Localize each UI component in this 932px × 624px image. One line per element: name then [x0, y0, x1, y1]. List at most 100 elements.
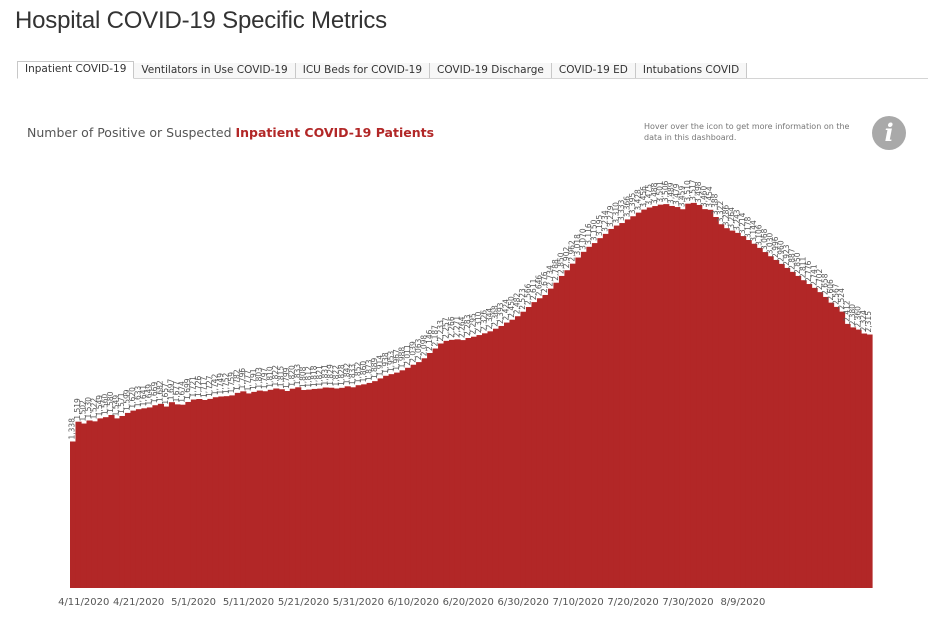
bar[interactable]	[174, 404, 181, 588]
bar[interactable]	[635, 212, 642, 588]
bar[interactable]	[789, 271, 796, 588]
bar[interactable]	[465, 338, 472, 588]
bar[interactable]	[223, 396, 230, 588]
bar[interactable]	[361, 384, 368, 588]
bar[interactable]	[481, 333, 489, 588]
bar[interactable]	[701, 209, 708, 588]
bar[interactable]	[212, 397, 219, 588]
bar[interactable]	[866, 334, 873, 588]
bar[interactable]	[778, 263, 785, 588]
bar[interactable]	[657, 204, 664, 588]
bar[interactable]	[784, 267, 791, 588]
bar[interactable]	[498, 325, 505, 588]
bar[interactable]	[619, 223, 626, 589]
bar[interactable]	[102, 417, 110, 588]
bar[interactable]	[718, 224, 725, 589]
bar[interactable]	[536, 298, 544, 588]
bar[interactable]	[157, 403, 164, 588]
bar[interactable]	[734, 232, 741, 588]
bar[interactable]	[70, 441, 77, 588]
bar[interactable]	[806, 284, 813, 588]
tab-covid-19-ed[interactable]: COVID-19 ED	[551, 63, 636, 78]
bar[interactable]	[525, 307, 533, 588]
bar[interactable]	[234, 392, 241, 588]
bar[interactable]	[839, 311, 846, 588]
bar[interactable]	[613, 225, 620, 588]
bar[interactable]	[558, 275, 565, 588]
bar[interactable]	[328, 387, 335, 588]
bar[interactable]	[339, 387, 346, 588]
bar[interactable]	[503, 322, 511, 588]
bar[interactable]	[767, 256, 774, 588]
bar[interactable]	[256, 390, 263, 588]
bar[interactable]	[201, 399, 208, 588]
bar[interactable]	[850, 327, 857, 588]
tab-intubations-covid[interactable]: Intubations COVID	[635, 63, 748, 78]
bar[interactable]	[399, 370, 406, 588]
bar[interactable]	[322, 387, 329, 588]
bar[interactable]	[547, 288, 554, 588]
bar[interactable]	[443, 340, 450, 588]
bar[interactable]	[113, 418, 121, 588]
bar[interactable]	[273, 388, 280, 588]
bar[interactable]	[531, 302, 538, 588]
tab-icu-beds[interactable]: ICU Beds for COVID-19	[295, 63, 431, 78]
bar[interactable]	[707, 209, 714, 589]
bar[interactable]	[355, 385, 362, 588]
bar[interactable]	[262, 391, 269, 588]
bar[interactable]	[663, 204, 670, 588]
tab-ventilators-in-use[interactable]: Ventilators in Use COVID-19	[134, 63, 296, 78]
bar[interactable]	[394, 372, 401, 588]
bar[interactable]	[179, 404, 186, 588]
bar[interactable]	[471, 336, 478, 588]
bar[interactable]	[207, 398, 214, 588]
bar[interactable]	[124, 412, 132, 588]
bar[interactable]	[492, 328, 500, 588]
bar[interactable]	[427, 353, 434, 588]
bar[interactable]	[509, 319, 516, 588]
bar[interactable]	[674, 207, 681, 589]
bar[interactable]	[295, 387, 302, 588]
bar[interactable]	[751, 243, 758, 589]
bar[interactable]	[602, 233, 609, 588]
tab-inpatient-covid-19[interactable]: Inpatient COVID-19	[17, 61, 135, 79]
bar[interactable]	[97, 418, 104, 588]
bar[interactable]	[652, 206, 659, 588]
bar[interactable]	[646, 207, 653, 589]
bar[interactable]	[196, 399, 203, 588]
bar[interactable]	[553, 282, 560, 588]
bar[interactable]	[668, 205, 675, 588]
bar[interactable]	[311, 388, 318, 588]
bar[interactable]	[822, 296, 829, 588]
bar[interactable]	[712, 217, 719, 588]
bar[interactable]	[756, 247, 763, 588]
bar[interactable]	[168, 402, 175, 588]
bar[interactable]	[580, 251, 587, 588]
bar[interactable]	[141, 408, 148, 588]
bar[interactable]	[366, 382, 373, 588]
bar[interactable]	[388, 374, 395, 588]
bar[interactable]	[333, 388, 340, 588]
bar[interactable]	[740, 236, 747, 588]
bar[interactable]	[218, 396, 225, 588]
bar[interactable]	[421, 358, 428, 588]
bar[interactable]	[251, 391, 258, 588]
bar[interactable]	[190, 399, 197, 588]
bar[interactable]	[729, 230, 736, 588]
bar[interactable]	[317, 388, 324, 588]
bar[interactable]	[520, 311, 527, 588]
bar[interactable]	[575, 257, 582, 588]
bar[interactable]	[152, 405, 159, 588]
bar[interactable]	[432, 348, 439, 588]
bar[interactable]	[405, 367, 412, 588]
bar[interactable]	[350, 387, 357, 588]
bar[interactable]	[86, 420, 93, 588]
bar[interactable]	[416, 362, 423, 588]
bar[interactable]	[344, 386, 351, 588]
bar[interactable]	[679, 209, 686, 589]
bar[interactable]	[795, 275, 802, 588]
bar[interactable]	[135, 409, 143, 588]
bar[interactable]	[641, 209, 648, 588]
bar[interactable]	[745, 240, 752, 588]
bar[interactable]	[586, 246, 593, 589]
